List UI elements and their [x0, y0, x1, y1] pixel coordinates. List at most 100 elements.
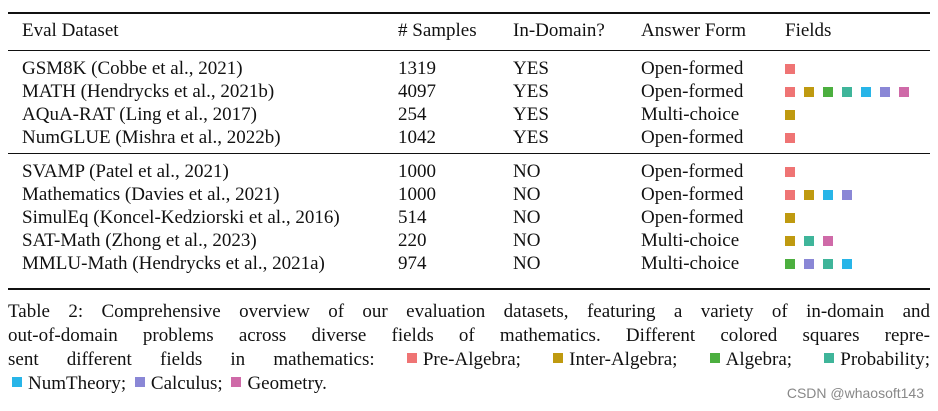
- table-header-rule: [8, 50, 930, 51]
- sample-count: 220: [398, 230, 427, 251]
- answer-form-value: Open-formed: [641, 58, 744, 79]
- header-in-domain: In-Domain?: [513, 20, 605, 41]
- table-bottom-rule: [8, 288, 930, 290]
- dataset-name: MATH (Hendrycks et al., 2021b): [22, 81, 275, 102]
- dataset-name: SimulEq (Koncel-Kedziorski et al., 2016): [22, 207, 340, 228]
- legend-item-pre-algebra: Pre-Algebra;: [403, 349, 521, 370]
- field-square-inter-algebra: [785, 110, 795, 120]
- in-domain-value: NO: [513, 230, 541, 251]
- field-square-calculus: [804, 259, 814, 269]
- answer-form-value: Multi-choice: [641, 253, 740, 274]
- legend-square-algebra: [709, 353, 720, 363]
- legend-label: NumTheory;: [28, 373, 127, 394]
- field-square-pre-algebra: [785, 167, 795, 177]
- dataset-name: SVAMP (Patel et al., 2021): [22, 161, 229, 182]
- table-row: MATH (Hendrycks et al., 2021b) 4097 YES Ope…: [8, 80, 930, 103]
- legend-square-inter-algebra: [553, 353, 564, 363]
- field-square-probability: [804, 236, 814, 246]
- table-group-rule: [8, 153, 930, 154]
- table-caption: Table 2: Comprehensive overview of our e…: [8, 300, 930, 396]
- legend-item-numtheory: NumTheory;: [8, 373, 126, 394]
- table-row: Mathematics (Davies et al., 2021) 1000 NO O…: [8, 183, 930, 206]
- header-fields: Fields: [785, 20, 832, 41]
- field-square-pre-algebra: [785, 133, 795, 143]
- table-row: AQuA-RAT (Ling et al., 2017) 254 YES Multi-…: [8, 103, 930, 126]
- dataset-name: GSM8K (Cobbe et al., 2021): [22, 58, 243, 79]
- answer-form-value: Open-formed: [641, 127, 744, 148]
- fields-squares: [785, 236, 842, 246]
- field-square-algebra: [823, 87, 833, 97]
- in-domain-value: YES: [513, 81, 549, 102]
- header-samples: # Samples: [398, 20, 477, 41]
- table-row: SVAMP (Patel et al., 2021) 1000 NO Open-for…: [8, 160, 930, 183]
- answer-form-value: Open-formed: [641, 81, 744, 102]
- legend-label: Calculus;: [150, 373, 223, 394]
- field-square-geometry: [823, 236, 833, 246]
- in-domain-value: NO: [513, 184, 541, 205]
- dataset-name: AQuA-RAT (Ling et al., 2017): [22, 104, 258, 125]
- sample-count: 1042: [398, 127, 436, 148]
- field-square-numtheory: [823, 190, 833, 200]
- legend-item-geometry: Geometry.: [227, 373, 327, 394]
- table-row: GSM8K (Cobbe et al., 2021) 1319 YES Open-fo…: [8, 57, 930, 80]
- dataset-name: NumGLUE (Mishra et al., 2022b): [22, 127, 281, 148]
- header-eval-dataset: Eval Dataset: [22, 20, 119, 41]
- in-domain-value: YES: [513, 127, 549, 148]
- answer-form-value: Open-formed: [641, 207, 744, 228]
- caption-line-4: NumTheory; Calculus; Geometry.: [8, 372, 930, 396]
- answer-form-value: Open-formed: [641, 184, 744, 205]
- fields-squares: [785, 133, 804, 143]
- caption-line-3: sent different fields in mathematics: Pr…: [8, 348, 930, 372]
- sample-count: 4097: [398, 81, 436, 102]
- answer-form-value: Multi-choice: [641, 230, 740, 251]
- field-square-calculus: [842, 190, 852, 200]
- sample-count: 1000: [398, 184, 436, 205]
- legend-square-probability: [824, 353, 835, 363]
- caption-line-1: Table 2: Comprehensive overview of our e…: [8, 301, 930, 322]
- legend-square-pre-algebra: [406, 353, 417, 363]
- fields-squares: [785, 64, 804, 74]
- table-row: SimulEq (Koncel-Kedziorski et al., 2016)…: [8, 206, 930, 229]
- answer-form-value: Open-formed: [641, 161, 744, 182]
- legend-item-calculus: Calculus;: [131, 373, 223, 394]
- legend-item-probability: Probability;: [820, 349, 930, 370]
- sample-count: 1319: [398, 58, 436, 79]
- sample-count: 514: [398, 207, 427, 228]
- caption-legend-intro: sent different fields in mathematics:: [8, 349, 375, 370]
- fields-squares: [785, 167, 804, 177]
- field-square-numtheory: [842, 259, 852, 269]
- fields-squares: [785, 213, 804, 223]
- legend-label: Probability;: [840, 349, 930, 370]
- answer-form-value: Multi-choice: [641, 104, 740, 125]
- in-domain-value: YES: [513, 58, 549, 79]
- legend-label: Inter-Algebra;: [569, 349, 678, 370]
- dataset-name: Mathematics (Davies et al., 2021): [22, 184, 280, 205]
- legend-square-calculus: [134, 377, 145, 387]
- legend-label: Algebra;: [725, 349, 793, 370]
- fields-squares: [785, 259, 861, 269]
- field-square-calculus: [880, 87, 890, 97]
- dataset-name: MMLU-Math (Hendrycks et al., 2021a): [22, 253, 325, 274]
- legend-square-numtheory: [12, 377, 22, 387]
- table-row: SAT-Math (Zhong et al., 2023) 220 NO Multi-…: [8, 229, 930, 252]
- field-square-inter-algebra: [785, 236, 795, 246]
- legend-label: Pre-Algebra;: [422, 349, 521, 370]
- in-domain-value: NO: [513, 207, 541, 228]
- table-top-rule: [8, 12, 930, 14]
- watermark: CSDN @whaosoft143: [786, 385, 924, 401]
- field-square-algebra: [785, 259, 795, 269]
- field-square-numtheory: [861, 87, 871, 97]
- dataset-name: SAT-Math (Zhong et al., 2023): [22, 230, 257, 251]
- legend-item-algebra: Algebra;: [706, 349, 792, 370]
- header-answer-form: Answer Form: [641, 20, 747, 41]
- caption-line-2: out-of-domain problems across diverse fi…: [8, 325, 930, 346]
- in-domain-value: NO: [513, 253, 541, 274]
- field-square-probability: [842, 87, 852, 97]
- fields-squares: [785, 87, 918, 97]
- field-square-geometry: [899, 87, 909, 97]
- table-row: MMLU-Math (Hendrycks et al., 2021a) 974 NO…: [8, 252, 930, 275]
- fields-squares: [785, 190, 861, 200]
- legend-square-geometry: [231, 377, 242, 387]
- field-square-inter-algebra: [785, 213, 795, 223]
- field-square-probability: [823, 259, 833, 269]
